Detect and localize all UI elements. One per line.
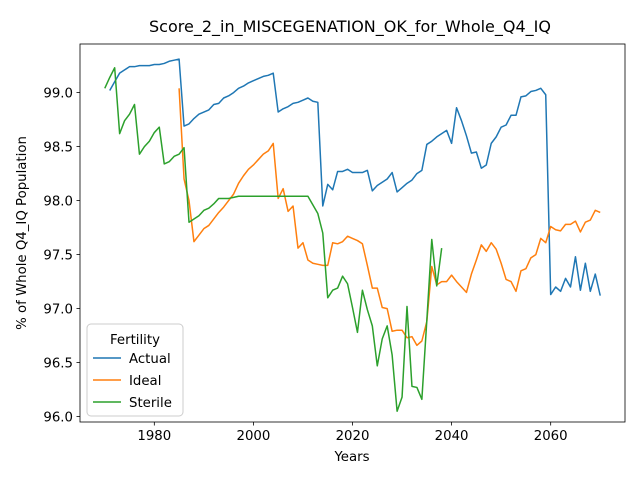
x-tick-label: 1980 bbox=[137, 429, 171, 444]
legend-title: Fertility bbox=[110, 333, 160, 348]
x-axis-label: Years bbox=[333, 450, 369, 465]
y-tick-label: 97.5 bbox=[43, 248, 73, 263]
y-tick-label: 99.0 bbox=[43, 86, 73, 101]
y-tick-label: 98.5 bbox=[43, 140, 73, 155]
chart-title: Score_2_in_MISCEGENATION_OK_for_Whole_Q4… bbox=[149, 17, 551, 37]
x-tick-label: 2020 bbox=[336, 429, 370, 444]
legend-label-actual: Actual bbox=[129, 352, 171, 367]
x-tick-label: 2000 bbox=[236, 429, 270, 444]
legend-label-sterile: Sterile bbox=[129, 396, 172, 411]
y-tick-label: 96.0 bbox=[43, 410, 73, 425]
y-tick-label: 97.0 bbox=[43, 302, 73, 317]
y-tick-label: 98.0 bbox=[43, 194, 73, 209]
y-axis-label: % of Whole Q4_IQ Population bbox=[15, 136, 30, 330]
x-tick-label: 2060 bbox=[534, 429, 568, 444]
legend: Fertility Actual Ideal Sterile bbox=[87, 324, 183, 416]
x-tick-label: 2040 bbox=[435, 429, 469, 444]
legend-label-ideal: Ideal bbox=[129, 374, 161, 389]
y-tick-label: 96.5 bbox=[43, 356, 73, 371]
